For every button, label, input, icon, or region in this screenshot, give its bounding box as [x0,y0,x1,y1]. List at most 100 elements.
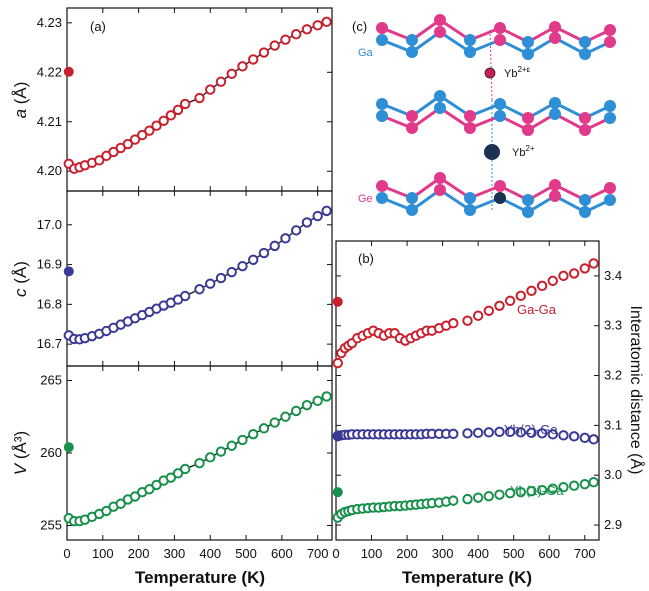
data-point-filled [332,430,343,441]
data-point [536,428,548,439]
yb-upper-guide [489,29,493,101]
panel-c-frame [66,190,333,367]
data-point [312,395,323,406]
x-tick-label: 300 [164,546,186,561]
panel-c-plot: 16.7 16.8 16.9 17.0 [37,191,332,366]
data-point [151,120,162,131]
ylabel-b: Interatomic distance (Å) [627,306,646,475]
series-label-yb1-ga: Yb(1)-Ga [510,483,564,498]
y-tick-label: 260 [40,445,62,460]
data-point [226,440,237,451]
data-point [547,483,558,494]
data-point [312,20,323,31]
data-point [526,485,537,497]
data-point [526,285,537,297]
panel-b-frame [335,240,600,541]
fit-line [68,210,327,341]
data-point [129,134,141,145]
y-tick-label: 4.23 [37,15,62,30]
data-point [494,300,505,311]
data-point [194,457,205,469]
data-point [258,247,270,259]
data-point [579,478,590,490]
panel-a-plot: 4.20 4.21 4.22 4.23 [37,8,332,191]
x-tick-label: 300 [432,546,454,561]
x-tick-label: 600 [538,546,560,561]
x-tick-label: 500 [235,546,257,561]
data-point [515,427,527,438]
data-point [301,217,313,228]
ylabel-c: c (Å) [11,261,30,297]
data-point [205,452,216,463]
data-point [137,129,148,141]
y-tick-label: 17.0 [37,217,62,232]
data-point [472,310,484,321]
data-point [588,434,599,445]
data-point [504,426,516,438]
x-tick-label: 500 [503,546,525,561]
data-point [472,492,484,503]
panel-v-plot: 0 100 200 300 400 500 600 700 255 260 265 [40,366,332,561]
data-point [179,98,191,110]
label-ge: Ge [358,193,373,205]
data-point [258,423,270,434]
x-tick-label: 100 [361,546,383,561]
data-point [526,427,537,439]
data-point [144,125,155,136]
data-point [115,498,126,509]
data-point [269,40,280,51]
y-tick-label: 3.0 [604,467,622,482]
data-point [122,138,134,150]
y-tick-label: 4.20 [37,163,62,178]
structure-layer-bottom [376,172,616,218]
yb-lower-atom [484,144,500,160]
x-tick-label: 200 [128,546,150,561]
data-point [494,489,505,500]
data-point [462,493,473,505]
data-point [462,428,473,439]
y-tick-label: 16.8 [37,296,62,311]
y-tick-label: 2.9 [604,517,622,532]
data-point [179,463,191,475]
data-point [237,61,248,72]
data-point [494,426,505,438]
data-point [101,505,112,517]
data-point [129,491,141,502]
x-tick-label: 700 [307,546,329,561]
y-tick-label: 265 [40,373,62,388]
data-point [179,290,191,302]
yb-upper-atom [484,67,496,79]
data-point [472,427,484,439]
ylabel-v: V (Å³) [11,431,30,475]
data-point [515,486,527,498]
series-label-yb2-ge: Yb(2)-Ge [504,422,557,437]
data-point [237,260,248,272]
x-tick-label: 400 [467,546,489,561]
y-tick-label: 3.4 [604,268,622,283]
data-point [258,47,270,58]
panel-label-a: (a) [90,19,106,34]
data-point [158,115,169,126]
data-point [588,476,599,488]
y-tick-label: 16.9 [37,257,62,272]
data-point [579,432,590,444]
data-point [248,428,259,440]
panel-label-c: (c) [352,19,367,34]
data-point-filled [332,487,343,498]
panel-b-plot: 0 100 200 300 400 500 600 700 2.9 3.0 3.1 3.2 3.3 3.4 [332,241,622,561]
data-point [248,54,259,65]
data-point [536,484,548,496]
data-point [568,480,580,491]
y-tick-label: 4.22 [37,64,62,79]
data-point [165,110,177,121]
data-point [483,427,495,438]
data-point [558,481,569,493]
data-point [558,270,569,282]
data-point [568,431,580,442]
x-tick-label: 400 [199,546,221,561]
data-point [269,240,280,252]
label-yb-upper: Yb2+ε [504,65,531,80]
data-point [321,391,332,402]
series-label-ga-ga: Ga-Ga [517,302,557,317]
